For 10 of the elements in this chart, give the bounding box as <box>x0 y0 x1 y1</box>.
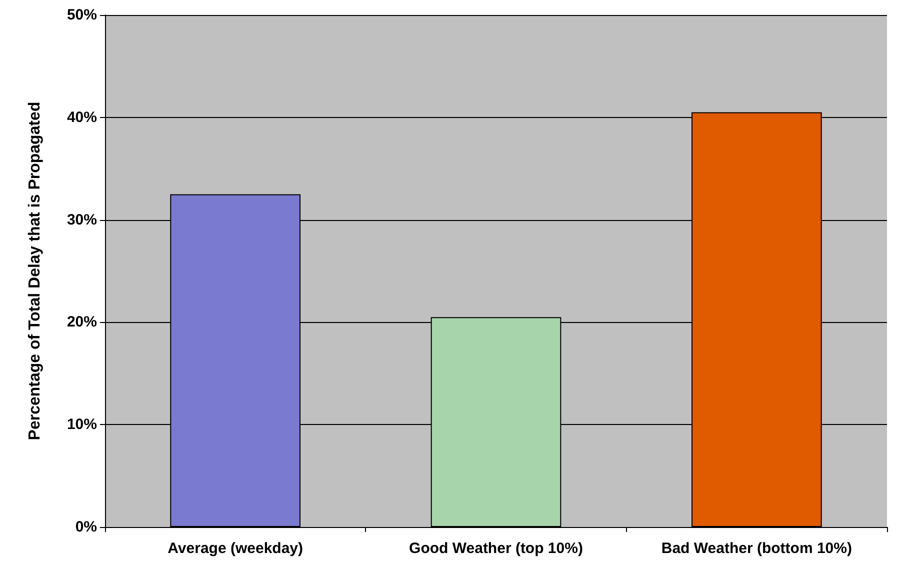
y-tick-label: 30% <box>66 211 97 228</box>
x-tick-label: Average (weekday) <box>168 540 304 557</box>
y-tick-label: 40% <box>66 108 97 126</box>
y-tick-label: 10% <box>66 416 97 434</box>
y-tick-label: 20% <box>66 314 97 331</box>
y-tick-label: 50% <box>66 6 97 24</box>
x-tick-label: Good Weather (top 10%) <box>409 540 583 557</box>
y-axis-title: Percentage of Total Delay that is Propagated <box>26 102 44 440</box>
x-tick-label: Bad Weather (bottom 10%) <box>661 540 852 557</box>
y-tick-label: 0% <box>75 518 97 536</box>
